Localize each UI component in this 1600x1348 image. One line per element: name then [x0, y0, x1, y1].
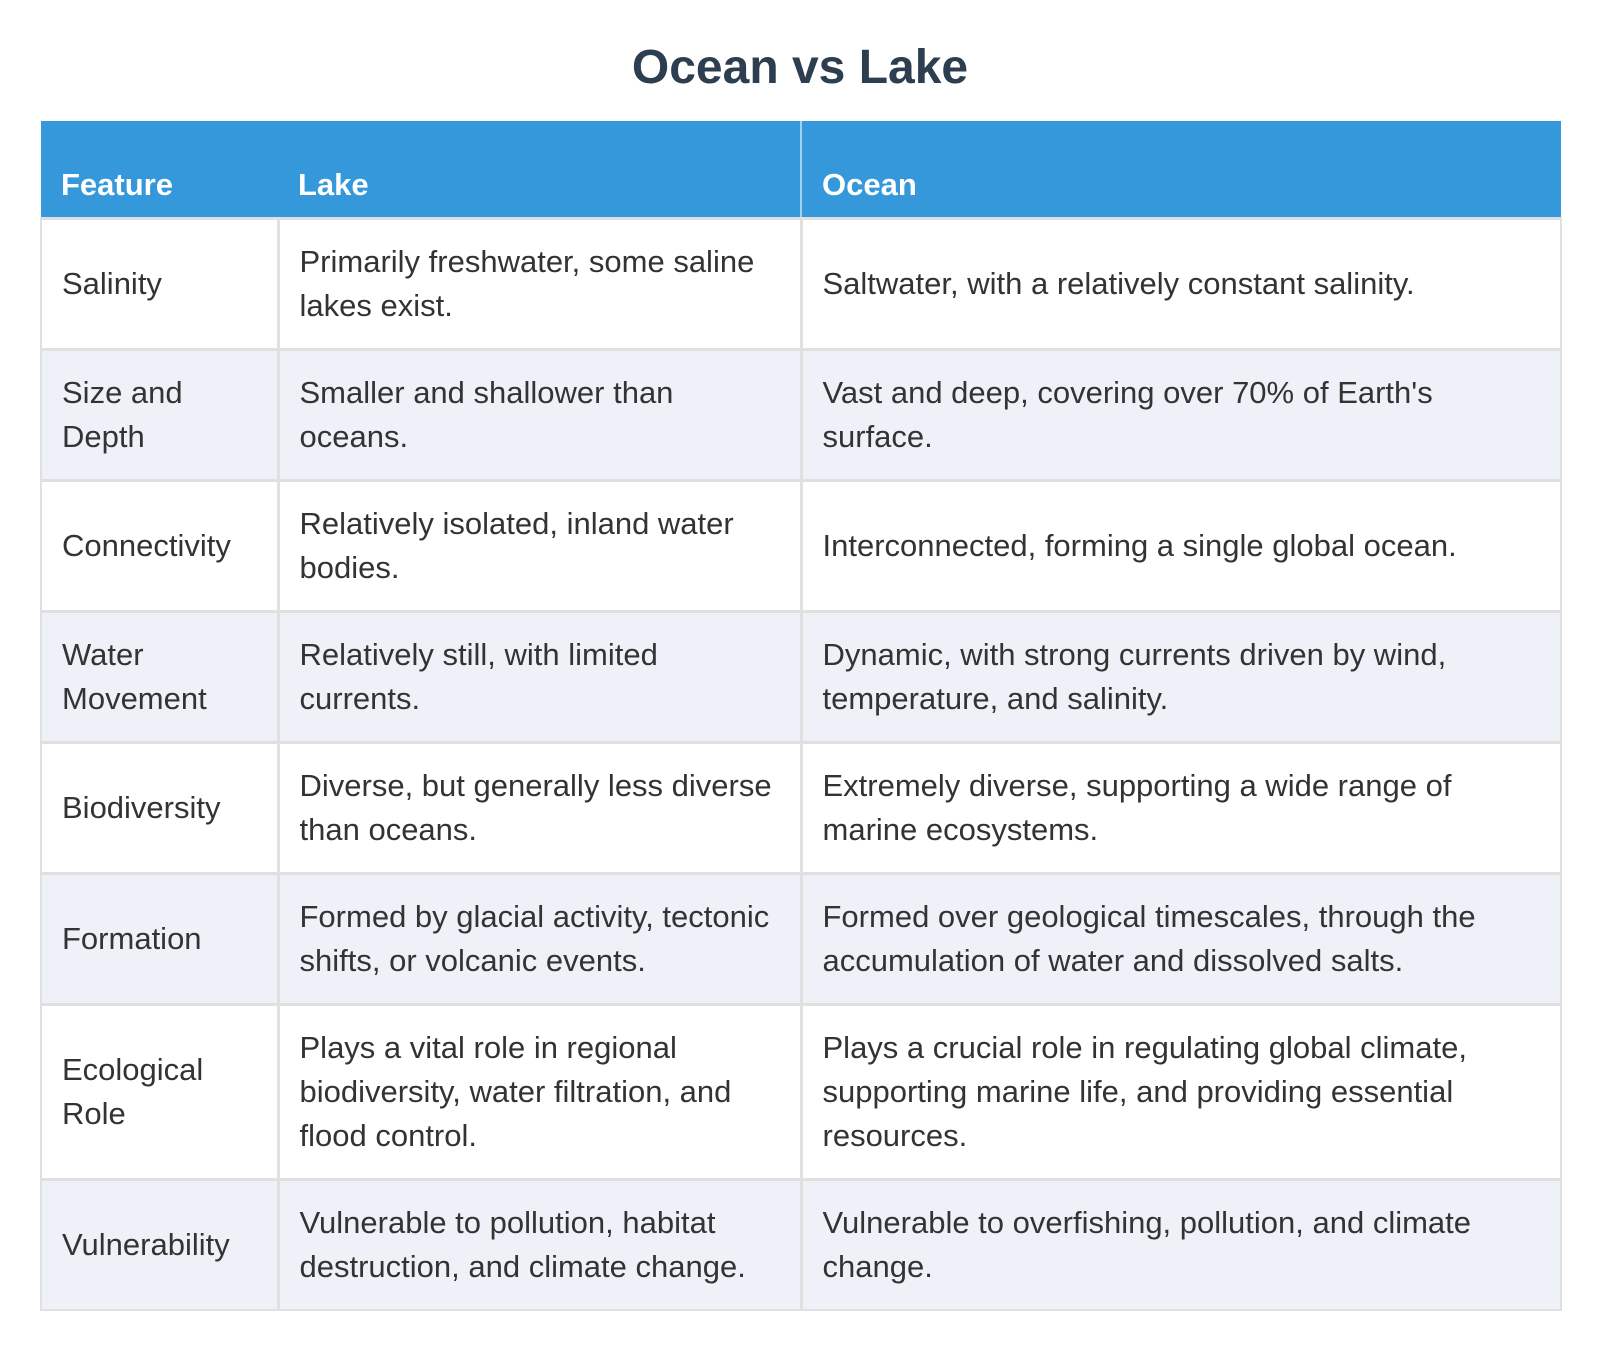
column-header-ocean: Ocean: [800, 120, 1561, 219]
table-row-water-movement: Water Movement Relatively still, with li…: [40, 609, 1562, 744]
lake-cell: Smaller and shallower than oceans.: [276, 347, 803, 482]
feature-cell: Biodiversity: [40, 740, 280, 875]
feature-cell: Size and Depth: [40, 347, 280, 482]
table-row-formation: Formation Formed by glacial activity, te…: [40, 871, 1562, 1006]
feature-cell: Connectivity: [40, 478, 280, 613]
lake-cell: Vulnerable to pollution, habitat destruc…: [276, 1177, 803, 1311]
column-header-lake: Lake: [278, 120, 801, 219]
ocean-cell: Plays a crucial role in regulating globa…: [799, 1002, 1562, 1181]
table-row-salinity: Salinity Primarily freshwater, some sali…: [40, 216, 1562, 351]
table-row-connectivity: Connectivity Relatively isolated, inland…: [40, 478, 1562, 613]
feature-cell: Water Movement: [40, 609, 280, 744]
feature-cell: Vulnerability: [40, 1177, 280, 1311]
ocean-cell: Extremely diverse, supporting a wide ran…: [799, 740, 1562, 875]
comparison-table: Feature Lake Ocean Salinity Primarily fr…: [40, 120, 1562, 1311]
ocean-cell: Saltwater, with a relatively constant sa…: [799, 216, 1562, 351]
ocean-cell: Vulnerable to overfishing, pollution, an…: [799, 1177, 1562, 1311]
ocean-cell: Formed over geological timescales, throu…: [799, 871, 1562, 1006]
ocean-cell: Dynamic, with strong currents driven by …: [799, 609, 1562, 744]
lake-cell: Diverse, but generally less diverse than…: [276, 740, 803, 875]
lake-cell: Formed by glacial activity, tectonic shi…: [276, 871, 803, 1006]
feature-cell: Salinity: [40, 216, 280, 351]
ocean-cell: Interconnected, forming a single global …: [799, 478, 1562, 613]
table-header-row: Feature Lake Ocean: [41, 120, 1561, 219]
table-row-size-and-depth: Size and Depth Smaller and shallower tha…: [40, 347, 1562, 482]
feature-cell: Ecological Role: [40, 1002, 280, 1181]
page-title: Ocean vs Lake: [631, 41, 969, 94]
column-header-feature: Feature: [41, 120, 278, 219]
lake-cell: Relatively isolated, inland water bodies…: [276, 478, 803, 613]
feature-cell: Formation: [40, 871, 280, 1006]
page: Ocean vs Lake Feature Lake Ocean Salinit…: [40, 41, 1562, 1311]
lake-cell: Primarily freshwater, some saline lakes …: [276, 216, 803, 351]
ocean-cell: Vast and deep, covering over 70% of Eart…: [799, 347, 1562, 482]
table-row-biodiversity: Biodiversity Diverse, but generally less…: [40, 740, 1562, 875]
table-row-ecological-role: Ecological Role Plays a vital role in re…: [40, 1002, 1562, 1181]
lake-cell: Relatively still, with limited currents.: [276, 609, 803, 744]
table-row-vulnerability: Vulnerability Vulnerable to pollution, h…: [40, 1177, 1562, 1311]
lake-cell: Plays a vital role in regional biodivers…: [276, 1002, 803, 1181]
